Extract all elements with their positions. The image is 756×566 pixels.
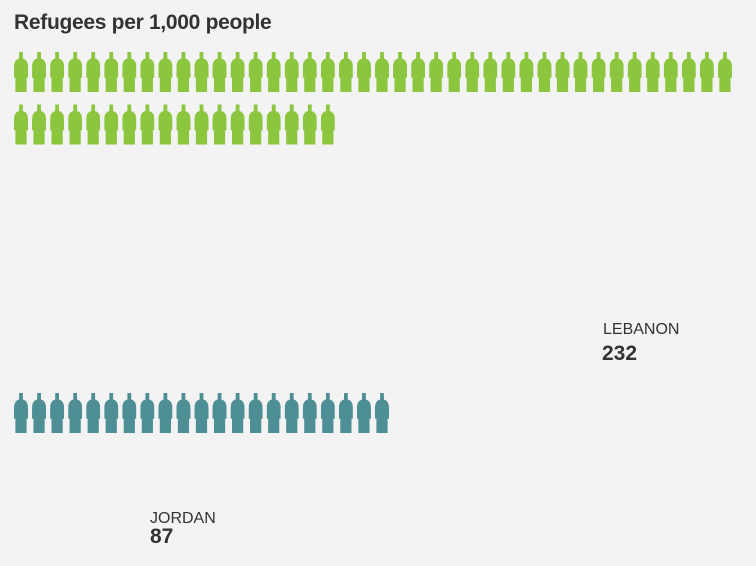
lebanon-person-icon	[411, 52, 426, 92]
jordan-person-icon	[194, 393, 209, 433]
lebanon-person-icon	[393, 52, 408, 92]
lebanon-person-icon	[555, 52, 570, 92]
jordan-icons	[14, 393, 389, 433]
lebanon-person-icon	[248, 104, 263, 145]
jordan-person-icon	[86, 393, 101, 433]
lebanon-person-icon	[429, 52, 444, 92]
jordan-person-icon	[68, 393, 83, 433]
lebanon-person-icon	[465, 52, 480, 92]
lebanon-person-icon	[176, 52, 191, 92]
lebanon-person-icon	[266, 104, 281, 145]
lebanon-person-icon	[302, 52, 317, 92]
chart-title: Refugees per 1,000 people	[14, 11, 272, 34]
lebanon-person-icon	[681, 52, 696, 92]
lebanon-person-icon	[284, 104, 299, 145]
lebanon-label: LEBANON	[603, 321, 679, 338]
lebanon-person-icon	[158, 104, 173, 145]
lebanon-person-icon	[699, 52, 714, 92]
lebanon-person-icon	[50, 104, 65, 145]
lebanon-person-icon	[86, 52, 101, 92]
lebanon-person-icon	[212, 104, 227, 145]
lebanon-person-icon	[68, 52, 83, 92]
lebanon-person-icon	[609, 52, 624, 92]
lebanon-person-icon	[158, 52, 173, 92]
jordan-person-icon	[104, 393, 119, 433]
lebanon-person-icon	[140, 104, 155, 145]
jordan-person-icon	[320, 393, 335, 433]
lebanon-person-icon	[140, 52, 155, 92]
lebanon-person-icon	[627, 52, 642, 92]
lebanon-person-icon	[14, 52, 28, 92]
lebanon-person-icon	[284, 52, 299, 92]
lebanon-person-icon	[375, 52, 389, 92]
lebanon-person-icon	[86, 104, 101, 145]
lebanon-person-icon	[32, 52, 47, 92]
jordan-person-icon	[122, 393, 137, 433]
lebanon-person-icon	[248, 52, 263, 92]
jordan-person-icon	[158, 393, 173, 433]
jordan-person-icon	[50, 393, 65, 433]
lebanon-person-icon	[519, 52, 534, 92]
lebanon-person-icon	[266, 52, 281, 92]
lebanon-person-icon	[320, 104, 335, 145]
lebanon-person-icon	[104, 52, 119, 92]
jordan-label: JORDAN	[150, 510, 216, 527]
lebanon-person-icon	[447, 52, 462, 92]
lebanon-person-icon	[176, 104, 191, 145]
lebanon-value: 232	[602, 342, 637, 365]
lebanon-person-icon	[338, 52, 353, 92]
lebanon-person-icon	[356, 52, 371, 92]
lebanon-person-icon	[501, 52, 516, 92]
lebanon-person-icon	[717, 52, 732, 92]
lebanon-person-icon	[194, 52, 209, 92]
lebanon-person-icon	[230, 52, 245, 92]
jordan-person-icon	[356, 393, 371, 433]
lebanon-person-icon	[14, 104, 28, 145]
jordan-value: 87	[150, 525, 173, 548]
lebanon-person-icon	[320, 52, 335, 92]
lebanon-person-icon	[663, 52, 678, 92]
lebanon-person-icon	[50, 52, 65, 92]
jordan-person-icon	[248, 393, 263, 433]
jordan-person-icon	[32, 393, 47, 433]
jordan-person-icon	[230, 393, 245, 433]
lebanon-person-icon	[591, 52, 606, 92]
lebanon-person-icon	[122, 52, 137, 92]
lebanon-person-icon	[212, 52, 227, 92]
jordan-person-icon	[176, 393, 191, 433]
jordan-person-icon	[266, 393, 281, 433]
jordan-person-icon	[338, 393, 353, 433]
jordan-person-icon	[302, 393, 317, 433]
lebanon-person-icon	[302, 104, 317, 145]
jordan-person-icon	[375, 393, 389, 433]
lebanon-person-icon	[68, 104, 83, 145]
lebanon-person-icon	[537, 52, 552, 92]
lebanon-icons	[14, 52, 732, 145]
lebanon-person-icon	[573, 52, 588, 92]
lebanon-person-icon	[230, 104, 245, 145]
jordan-person-icon	[284, 393, 299, 433]
jordan-person-icon	[14, 393, 28, 433]
lebanon-person-icon	[104, 104, 119, 145]
lebanon-person-icon	[194, 104, 209, 145]
lebanon-person-icon	[32, 104, 47, 145]
jordan-person-icon	[212, 393, 227, 433]
lebanon-person-icon	[483, 52, 498, 92]
lebanon-person-icon	[645, 52, 660, 92]
jordan-person-icon	[140, 393, 155, 433]
lebanon-person-icon	[122, 104, 137, 145]
